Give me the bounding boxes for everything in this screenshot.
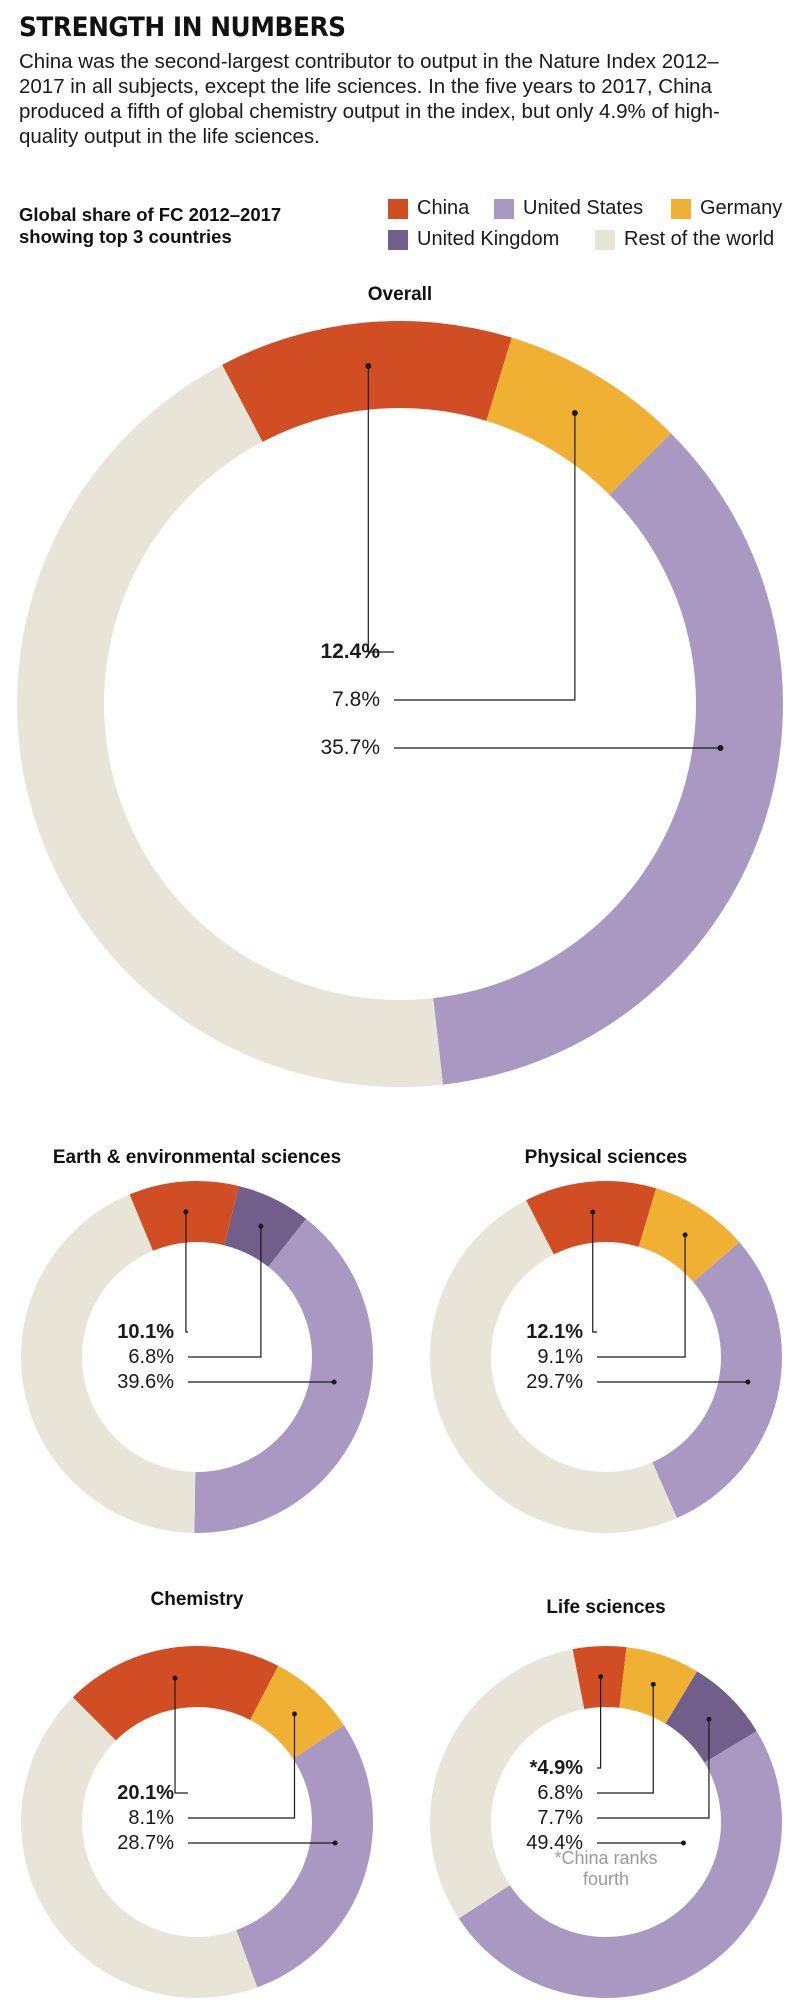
donut-segment-united-kingdom (224, 1186, 307, 1267)
leader-line (592, 1212, 597, 1333)
donut-segment-rest-of-the-world (429, 1649, 585, 1919)
leader-dot (682, 1232, 688, 1238)
leader-line (597, 1676, 602, 1769)
chart-title: Life sciences (546, 1597, 665, 1618)
legend-swatch (494, 198, 514, 219)
legend-item-united-kingdom: United Kingdom (388, 228, 559, 251)
legend-item-china: China (388, 197, 469, 220)
value-label-united-states: 29.7% (526, 1371, 583, 1393)
value-label-germany: 6.8% (537, 1782, 583, 1804)
legend-swatch (595, 229, 615, 250)
value-label-united-states: 49.4% (526, 1832, 583, 1854)
leader-dot (706, 1716, 712, 1722)
chart-subtitle: Global share of FC 2012–2017 showing top… (19, 204, 282, 247)
leader-line (185, 1211, 188, 1333)
legend-label: Rest of the world (624, 228, 775, 250)
donut-segment-germany (486, 337, 672, 495)
chart-title: Earth & environmental sciences (53, 1147, 341, 1168)
value-label-united-states: 28.7% (117, 1832, 174, 1854)
value-label-united-kingdom: 7.7% (537, 1807, 583, 1829)
value-label-china: 20.1% (117, 1782, 174, 1804)
legend-swatch (388, 229, 408, 250)
leader-dot (331, 1379, 337, 1385)
leader-dot (183, 1209, 189, 1215)
leader-line (597, 1684, 654, 1794)
donut-segment-united-states (433, 433, 783, 1085)
donut-segment-china (526, 1181, 657, 1255)
donut-chart-physical-sciences: Physical sciences 12.1% 9.1% 29.7% (429, 1147, 782, 1533)
donut-chart-chemistry: Chemistry 20.1% 8.1% 28.7% (21, 1589, 374, 1999)
value-label-germany: 9.1% (537, 1346, 583, 1368)
chart-title: Physical sciences (525, 1147, 688, 1168)
leader-dot (650, 1681, 656, 1687)
leader-line (174, 1678, 188, 1794)
donut-segment-china (129, 1181, 240, 1251)
donut-segment-rest-of-the-world (21, 1697, 258, 1999)
legend-label: United States (523, 197, 644, 219)
legend-item-united-states: United States (494, 197, 643, 220)
leader-dot (717, 745, 724, 751)
leader-dot (365, 362, 372, 369)
value-label-germany: 7.8% (332, 688, 380, 711)
chart-title: Chemistry (151, 1589, 244, 1610)
leader-dot (598, 1674, 604, 1680)
leader-line (188, 1714, 296, 1819)
leader-dot (680, 1840, 686, 1846)
leader-dot (258, 1223, 264, 1229)
leader-line (367, 365, 394, 653)
donut-chart-life-sciences: Life sciences *4.9% 6.8% 7.7% 49.4%*China ra… (429, 1597, 782, 1998)
legend-label: Germany (700, 197, 783, 219)
legend-item-germany: Germany (671, 197, 782, 220)
leader-line (394, 413, 576, 701)
leader-dot (172, 1675, 178, 1681)
legend-swatch (388, 198, 408, 219)
leader-dot (292, 1711, 298, 1717)
leader-dot (745, 1379, 751, 1385)
value-label-china: *4.9% (530, 1757, 584, 1779)
donut-segment-china (222, 321, 512, 442)
value-label-united-kingdom: 6.8% (128, 1346, 174, 1368)
donut-chart-earth-environmental-sciences: Earth & environmental sciences 10.1% 6.8% 3… (20, 1147, 373, 1533)
leader-dot (332, 1840, 338, 1846)
value-label-germany: 8.1% (128, 1807, 174, 1829)
leader-dot (571, 410, 578, 417)
page-title: STRENGTH IN NUMBERS (19, 12, 346, 43)
donut-chart-overall: Overall 12.4% 7.8% 35.7% (16, 284, 783, 1088)
chart-note: *China ranks fourth (554, 1848, 657, 1889)
donut-segment-rest-of-the-world (20, 1194, 196, 1533)
donut-segment-united-states (236, 1725, 374, 1988)
value-label-united-states: 39.6% (117, 1371, 174, 1393)
value-label-china: 12.1% (526, 1321, 583, 1343)
donut-segment-united-states (458, 1731, 782, 1998)
legend-item-rest-of-world: Rest of the world (595, 228, 774, 251)
donut-segment-united-states (652, 1242, 782, 1519)
donut-segment-germany (638, 1188, 740, 1283)
donut-segment-germany (619, 1647, 698, 1724)
chart-title: Overall (368, 284, 432, 305)
value-label-united-states: 35.7% (320, 736, 380, 759)
leader-dot (590, 1209, 596, 1215)
donut-segment-united-kingdom (665, 1671, 757, 1763)
donut-segment-rest-of-the-world (429, 1200, 677, 1533)
donut-segment-united-states (194, 1218, 373, 1533)
donut-segment-rest-of-the-world (16, 364, 443, 1088)
legend-label: United Kingdom (417, 228, 560, 250)
value-label-china: 10.1% (117, 1321, 174, 1343)
leader-line (597, 1719, 710, 1819)
value-label-china: 12.4% (320, 640, 380, 663)
leader-line (597, 1234, 686, 1358)
legend: China United States Germany United Kingd… (388, 197, 788, 257)
legend-swatch (671, 198, 691, 219)
legend-label: China (417, 197, 470, 219)
leader-line (188, 1226, 262, 1358)
page-subtitle: China was the second-largest contributor… (19, 50, 720, 148)
donut-segment-germany (250, 1665, 345, 1759)
